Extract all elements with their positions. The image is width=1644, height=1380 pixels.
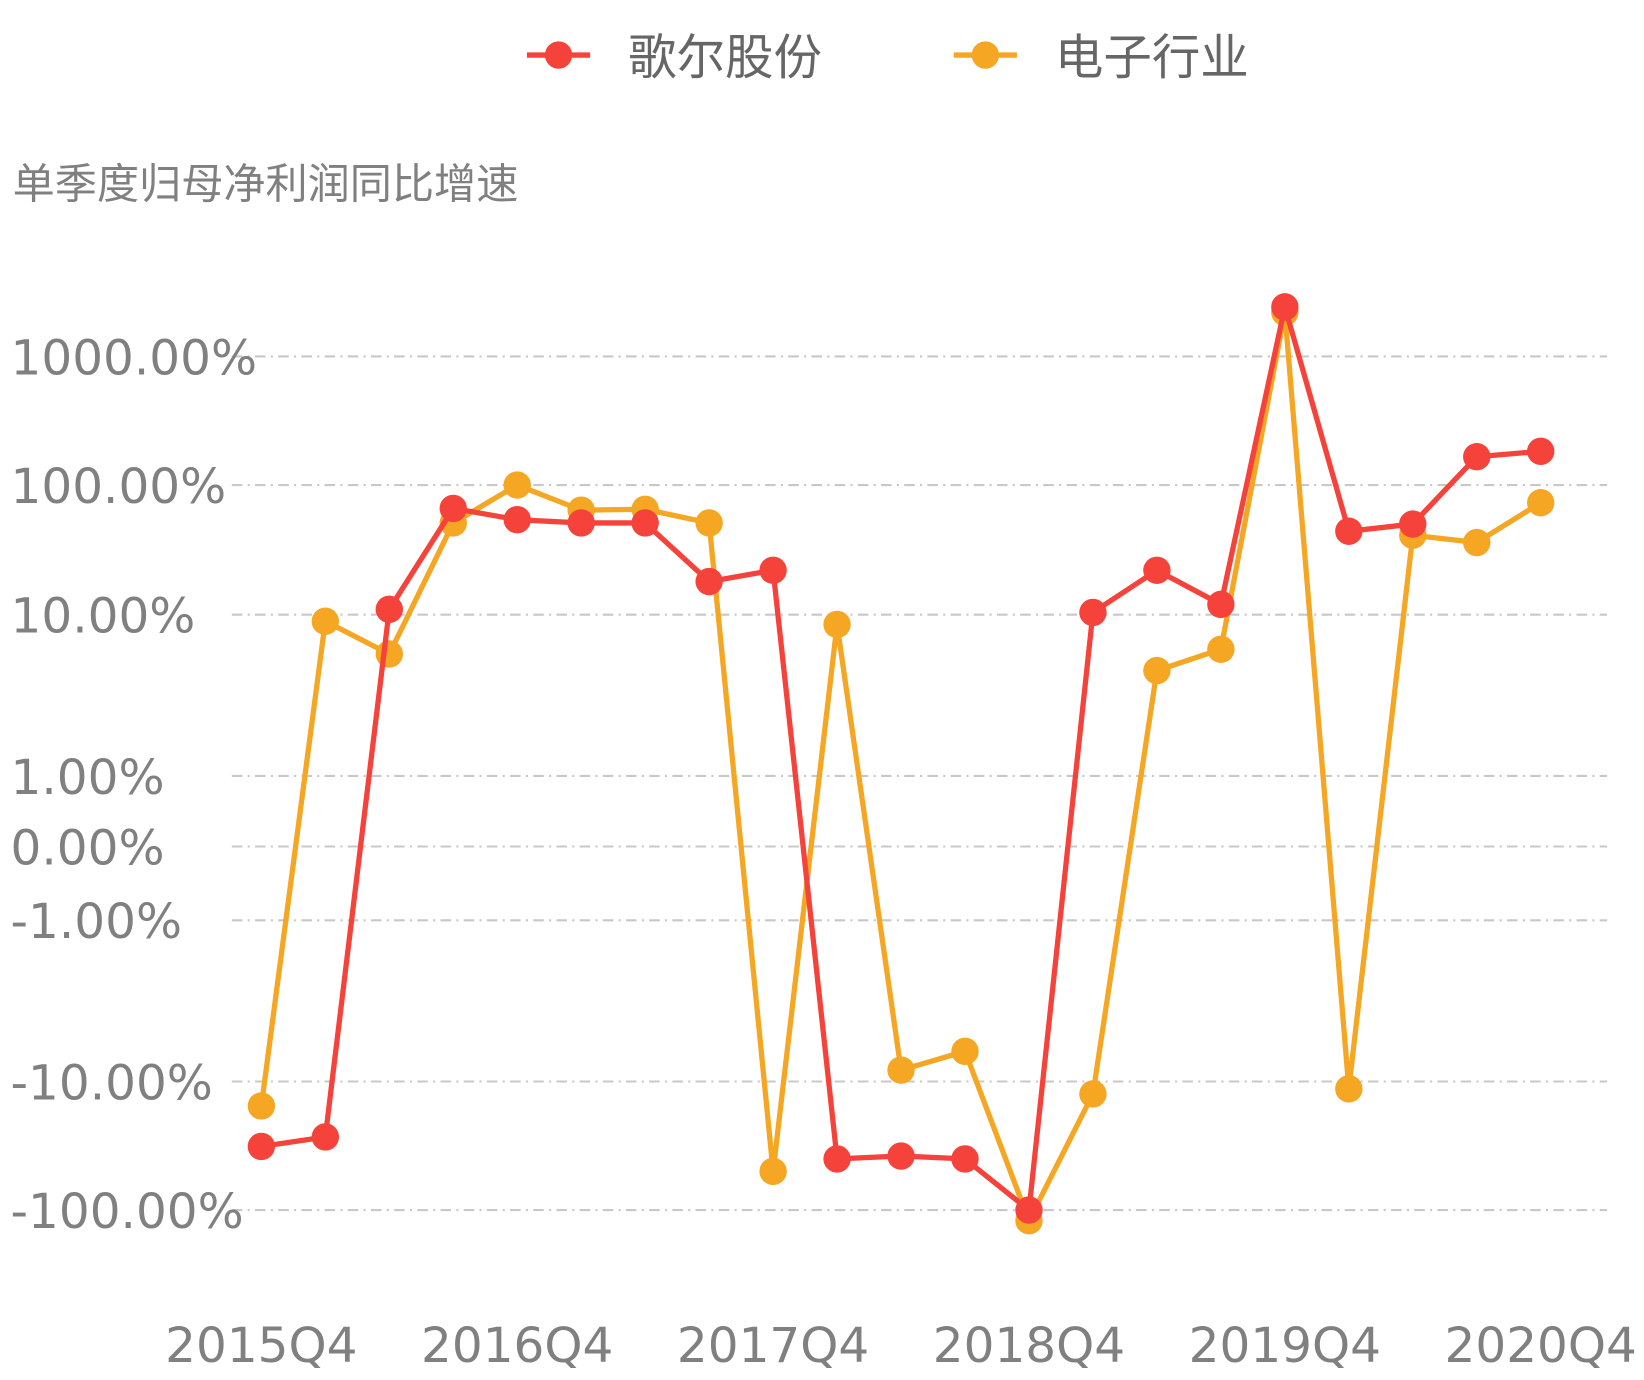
data-point [951, 1145, 979, 1173]
data-point [1207, 635, 1235, 663]
data-point [823, 610, 851, 639]
data-point [1271, 293, 1299, 321]
data-point [439, 494, 467, 523]
data-point [695, 509, 723, 537]
x-tick-label: 2019Q4 [1189, 1318, 1381, 1374]
data-point [375, 640, 403, 668]
grid [231, 355, 1608, 1212]
data-point [1207, 590, 1235, 619]
y-axis: 1000.00% 100.00% 10.00% 1.00% 0.00% -1.00% -10… [11, 330, 257, 1240]
legend-item[interactable]: 电子行业 [953, 30, 1249, 86]
data-point [503, 506, 531, 534]
data-point [247, 1092, 276, 1120]
x-tick-label: 2017Q4 [677, 1318, 869, 1374]
data-point [375, 595, 403, 623]
y-tick-label: 100.00% [11, 459, 227, 515]
data-point [951, 1037, 979, 1066]
data-point [759, 556, 787, 584]
data-point [1527, 489, 1555, 517]
x-tick-label: 2016Q4 [421, 1318, 613, 1374]
data-point [503, 471, 531, 499]
data-point [1143, 656, 1171, 685]
data-point [823, 1145, 851, 1173]
data-point [567, 509, 595, 537]
data-point [631, 509, 659, 537]
data-point [1463, 443, 1491, 471]
x-tick-label: 2015Q4 [165, 1318, 357, 1374]
y-tick-label: 0.00% [11, 820, 165, 876]
data-point [1015, 1196, 1043, 1224]
y-tick-label: -1.00% [11, 894, 182, 950]
data-point [1079, 598, 1107, 627]
data-point [887, 1142, 915, 1170]
chart-title: 单季度归母净利润同比增速 [13, 159, 519, 208]
y-tick-label: 1.00% [11, 750, 165, 806]
legend-marker-icon [971, 41, 1000, 69]
data-point [1527, 437, 1555, 465]
x-tick-label: 2020Q4 [1445, 1318, 1637, 1374]
data-point [1143, 556, 1171, 584]
data-point [1335, 1075, 1363, 1103]
data-point [247, 1132, 276, 1161]
series-1 [247, 298, 1555, 1235]
y-tick-label: 1000.00% [11, 330, 257, 386]
legend-label: 电子行业 [1055, 30, 1249, 86]
data-point [311, 607, 340, 635]
legend-label: 歌尔股份 [628, 30, 822, 86]
data-point [1399, 510, 1427, 538]
y-tick-label: 10.00% [11, 589, 196, 645]
x-tick-label: 2018Q4 [933, 1318, 1125, 1374]
data-point [1463, 528, 1491, 557]
series-0 [247, 293, 1555, 1224]
data-point [1079, 1080, 1107, 1108]
y-tick-label: -100.00% [11, 1184, 244, 1240]
data-point [311, 1123, 340, 1151]
data-point [887, 1056, 915, 1084]
data-point [759, 1157, 787, 1186]
data-point [695, 567, 723, 596]
data-point [1335, 517, 1363, 545]
series [247, 293, 1555, 1235]
y-tick-label: -10.00% [11, 1055, 213, 1111]
x-axis: 2015Q4 2016Q4 2017Q4 2018Q4 2019Q4 2020Q4 [165, 1318, 1637, 1374]
legend-marker-icon [544, 41, 573, 69]
legend-item[interactable]: 歌尔股份 [526, 30, 822, 86]
legend: 歌尔股份 电子行业 [526, 30, 1249, 86]
